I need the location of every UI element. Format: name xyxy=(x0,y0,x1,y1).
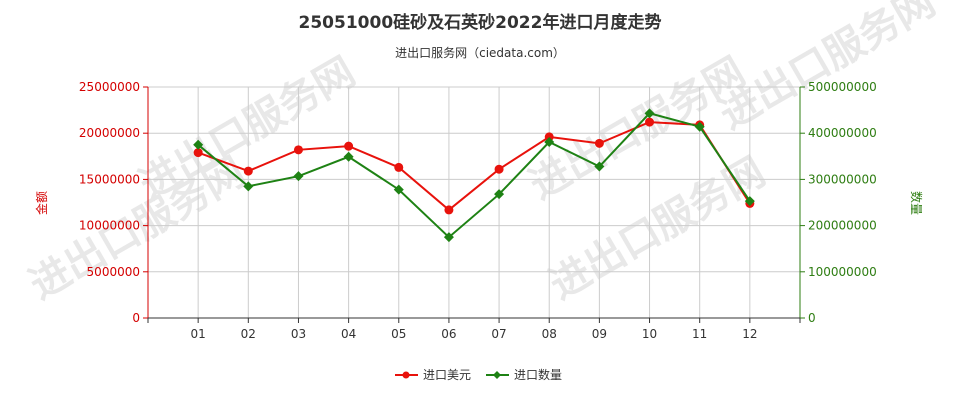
data-point-amount xyxy=(494,164,504,174)
y-right-tick-label: 300000000 xyxy=(808,172,877,186)
legend-label-quantity: 进口数量 xyxy=(514,367,562,382)
y-left-tick-label: 10000000 xyxy=(79,219,140,233)
data-point-amount xyxy=(594,138,604,148)
legend-marker-quantity xyxy=(493,371,501,379)
y-right-tick-label: 200000000 xyxy=(808,219,877,233)
x-tick-label: 03 xyxy=(291,327,306,341)
x-tick-label: 09 xyxy=(592,327,607,341)
y-left-tick-label: 25000000 xyxy=(79,80,140,94)
legend-item-quantity[interactable]: 进口数量 xyxy=(486,367,562,382)
x-tick-label: 12 xyxy=(742,327,757,341)
data-point-amount xyxy=(193,148,203,158)
y-right-tick-label: 100000000 xyxy=(808,265,877,279)
x-tick-label: 06 xyxy=(441,327,456,341)
x-tick-label: 11 xyxy=(692,327,707,341)
y-left-tick-label: 20000000 xyxy=(79,126,140,140)
data-point-quantity xyxy=(393,184,404,195)
data-point-quantity xyxy=(644,108,655,119)
data-point-quantity xyxy=(293,171,304,182)
data-point-quantity xyxy=(544,136,555,147)
data-point-quantity xyxy=(443,232,454,243)
x-tick-label: 02 xyxy=(241,327,256,341)
data-point-amount xyxy=(645,117,655,127)
data-point-amount xyxy=(444,205,454,215)
y-right-tick-label: 0 xyxy=(808,311,816,325)
y-right-tick-label: 400000000 xyxy=(808,126,877,140)
chart-subtitle: 进出口服务网（ciedata.com） xyxy=(395,45,565,60)
y-left-tick-label: 0 xyxy=(132,311,140,325)
x-tick-label: 10 xyxy=(642,327,657,341)
chart-title: 25051000硅砂及石英砂2022年进口月度走势 xyxy=(299,12,662,33)
legend: 进口美元 进口数量 xyxy=(395,367,562,382)
data-point-quantity xyxy=(494,189,505,200)
series-layer xyxy=(193,108,755,243)
legend-item-amount[interactable]: 进口美元 xyxy=(395,368,471,382)
data-point-amount xyxy=(293,145,303,155)
x-tick-label: 07 xyxy=(491,327,506,341)
y-right-axis-title: 数量 xyxy=(909,191,924,215)
data-point-quantity xyxy=(343,151,354,162)
series-line-quantity xyxy=(197,112,751,239)
y-left-tick-label: 5000000 xyxy=(87,265,140,279)
data-point-quantity xyxy=(744,196,755,207)
x-tick-label: 05 xyxy=(391,327,406,341)
data-point-amount xyxy=(243,166,253,176)
data-point-amount xyxy=(544,132,554,142)
data-point-quantity xyxy=(694,121,705,132)
series-line-amount xyxy=(197,121,751,212)
y-right-tick-label: 500000000 xyxy=(808,80,877,94)
data-point-quantity xyxy=(193,139,204,150)
y-left-axis-title: 金额 xyxy=(34,191,49,215)
watermark-text: 进出口服务网 xyxy=(712,0,943,139)
x-tick-label: 01 xyxy=(191,327,206,341)
legend-marker-amount xyxy=(402,371,410,379)
data-point-quantity xyxy=(243,181,254,192)
y-left-tick-label: 15000000 xyxy=(79,172,140,186)
legend-label-amount: 进口美元 xyxy=(423,368,471,382)
data-point-quantity xyxy=(594,161,605,172)
x-tick-label: 04 xyxy=(341,327,356,341)
x-tick-label: 08 xyxy=(542,327,557,341)
data-point-amount xyxy=(344,141,354,151)
data-point-amount xyxy=(394,162,404,172)
